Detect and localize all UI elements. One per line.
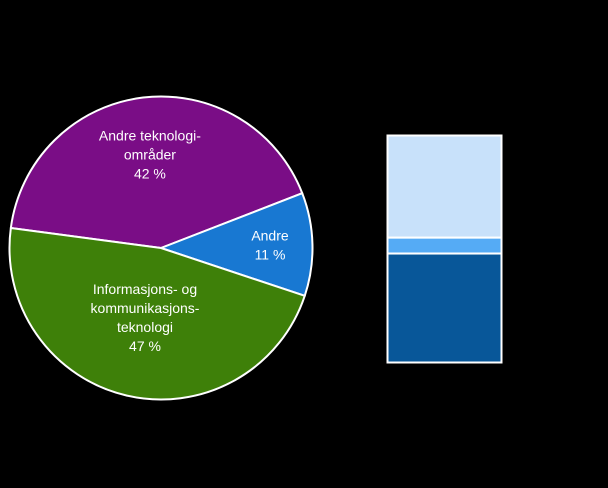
bar-segment-middle-medium-blue	[386, 236, 503, 255]
pie-label-line: områder	[124, 147, 176, 163]
bar-segment-top-light-blue	[386, 134, 503, 239]
pie-label-line: Informasjons- og	[93, 281, 197, 297]
pie-label-line: kommunikasjons-	[91, 300, 200, 316]
pie-chart: Andre teknologi-områder 42 % Andre 11 % Info…	[8, 95, 314, 401]
pie-label-line: teknologi	[117, 319, 173, 335]
pie-slice-informasjons-og-kommunikasjonsteknologi	[8, 226, 306, 401]
pie-slice-andre-teknologi-omrader	[9, 95, 304, 249]
pie-label-line: 42 %	[134, 166, 166, 182]
pie-label-line: 47 %	[129, 338, 161, 354]
pie-label-andre: Andre 11 %	[251, 228, 289, 263]
stacked-bar-chart	[386, 134, 503, 364]
pie-slice-andre	[160, 192, 314, 297]
bar-segment-bottom-dark-blue	[386, 252, 503, 364]
pie-label-andre-teknologi-omrader: Andre teknologi-områder 42 %	[99, 128, 201, 182]
pie-label-informasjons-og-kommunikasjonsteknologi: Informasjons- og kommunikasjons-teknologi…	[91, 281, 200, 354]
pie-label-line: 11 %	[255, 247, 286, 263]
pie-label-line: Andre teknologi-	[99, 128, 201, 144]
pie-label-line: Andre	[251, 228, 289, 244]
